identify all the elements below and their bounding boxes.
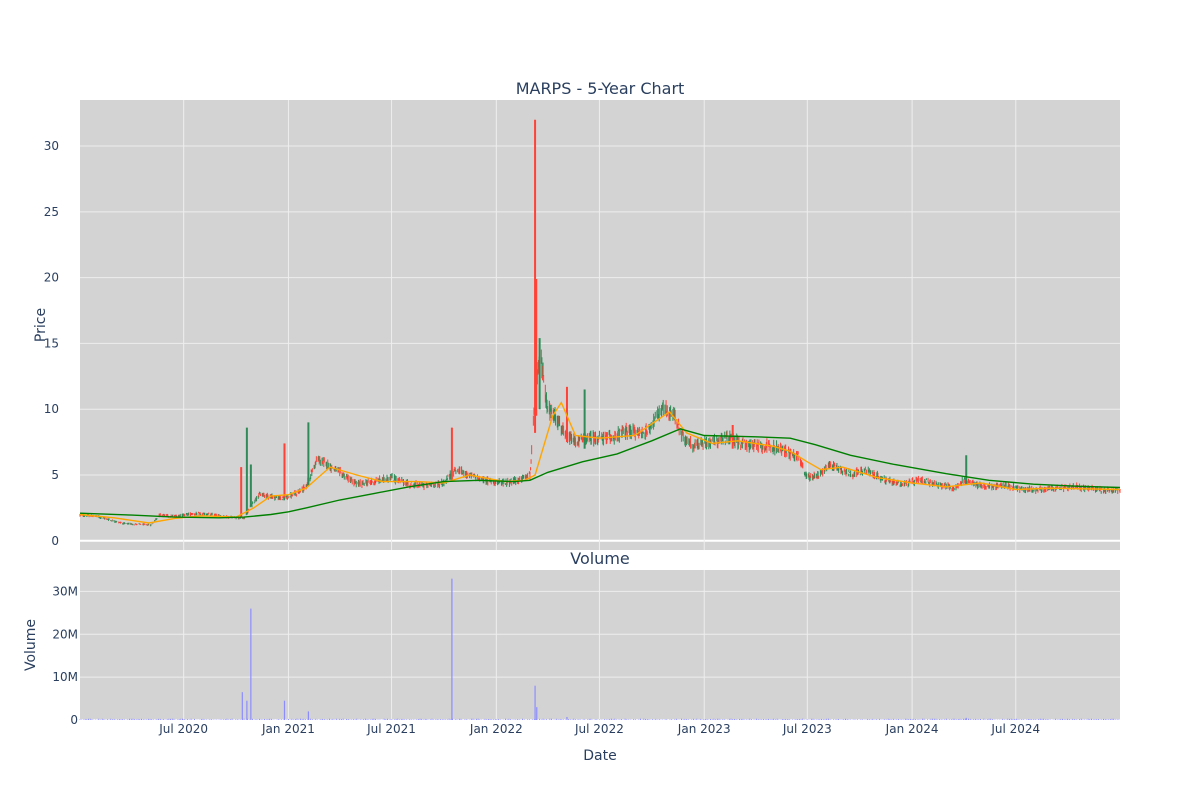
- volume-y-tick: 20M: [52, 627, 78, 641]
- volume-axis-title: Volume: [23, 619, 39, 671]
- date-x-tick: Jul 2021: [366, 722, 416, 736]
- date-x-tick-labels: Jul 2020 Jan 2021 Jul 2021 Jan 2022 Jul 2022…: [158, 722, 1040, 736]
- date-x-tick: Jul 2020: [158, 722, 208, 736]
- price-grid: [80, 100, 1120, 550]
- date-x-tick: Jan 2023: [677, 722, 731, 736]
- price-y-tick: 5: [51, 468, 59, 482]
- date-x-tick: Jul 2023: [782, 722, 832, 736]
- date-x-tick: Jan 2022: [469, 722, 523, 736]
- volume-y-tick: 10M: [52, 670, 78, 684]
- date-x-tick: Jan 2024: [885, 722, 939, 736]
- price-y-tick: 0: [51, 534, 59, 548]
- ma-long-line: [79, 428, 1121, 519]
- price-y-tick: 25: [44, 205, 59, 219]
- chart-title: MARPS - 5-Year Chart: [516, 79, 685, 98]
- price-y-tick: 15: [44, 336, 59, 350]
- date-x-tick: Jul 2022: [574, 722, 624, 736]
- price-y-tick-labels: 0 5 10 15 20 25 30: [44, 139, 59, 548]
- volume-y-tick-labels: 0 10M 20M 30M: [52, 584, 78, 727]
- volume-bars: [79, 578, 1120, 720]
- date-axis-title: Date: [583, 748, 616, 764]
- volume-plot-background: [80, 570, 1120, 720]
- price-y-tick: 30: [44, 139, 59, 153]
- volume-subplot-title: Volume: [570, 549, 630, 568]
- date-x-tick: Jan 2021: [261, 722, 315, 736]
- price-axis-title: Price: [33, 308, 49, 342]
- date-x-tick: Jul 2024: [990, 722, 1040, 736]
- ma-short-line: [79, 401, 1121, 524]
- volume-y-tick: 0: [70, 713, 78, 727]
- volume-y-tick: 30M: [52, 584, 78, 598]
- price-y-tick: 10: [44, 402, 59, 416]
- price-y-tick: 20: [44, 271, 59, 285]
